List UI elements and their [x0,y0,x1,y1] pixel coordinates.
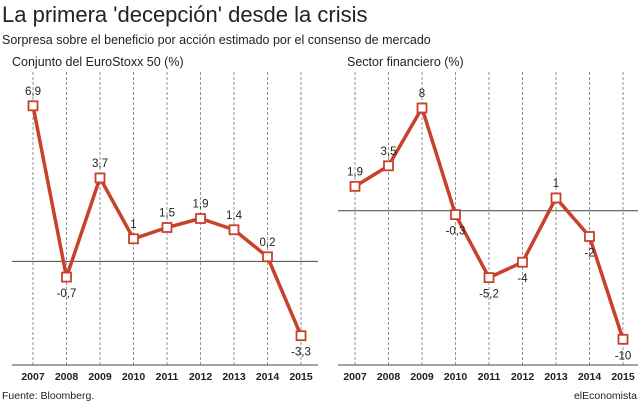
panel-title-financiero: Sector financiero (%) [347,55,464,69]
data-point-2010 [450,209,461,221]
data-point-2012 [195,213,206,224]
data-label-2010: -0,3 [446,226,466,238]
data-label-2010: 1 [130,219,136,231]
data-label-2015: -3,3 [291,347,311,359]
x-tick-2010: 2010 [122,371,146,383]
data-point-2012 [517,256,528,268]
data-label-2014: 0,2 [260,237,276,249]
x-tick-2014: 2014 [256,371,280,383]
data-label-2008: -0,7 [57,288,77,300]
data-label-2015: -10 [615,350,632,362]
data-point-2014 [584,231,595,242]
data-label-2009: 8 [419,88,425,100]
page-title: La primera 'decepción' desde la crisis [2,2,368,27]
data-point-2008 [383,160,394,172]
x-tick-2013: 2013 [222,371,246,383]
x-tick-2015: 2015 [289,371,313,383]
x-tick-2007: 2007 [21,371,45,383]
data-label-2014: -2 [584,247,594,259]
x-tick-2008: 2008 [377,371,401,383]
x-tick-2014: 2014 [578,371,602,383]
data-label-2007: 1,9 [347,166,363,178]
data-point-2010 [128,233,139,245]
data-point-2008 [61,271,72,283]
data-point-2007 [349,180,361,192]
page-subtitle: Sorpresa sobre el beneficio por acción e… [2,33,431,47]
data-point-2009 [416,102,428,114]
x-tick-2012: 2012 [189,371,213,383]
data-point-2011 [483,272,495,284]
data-point-2007 [27,100,39,112]
x-tick-2011: 2011 [156,371,179,383]
x-tick-2009: 2009 [410,371,434,383]
x-tick-2007: 2007 [343,371,367,383]
data-label-2007: 6,9 [25,86,41,98]
x-tick-2011: 2011 [478,371,501,383]
panel-title-eurostoxx: Conjunto del EuroStoxx 50 (%) [12,55,184,69]
x-tick-2008: 2008 [55,371,79,383]
data-label-2013: 1,4 [226,210,243,222]
data-point-2014 [262,251,273,263]
series-line [31,104,303,338]
source-note: Fuente: Bloomberg. [2,390,95,402]
data-point-2013 [550,192,562,204]
data-label-2009: 3,7 [92,158,108,170]
x-tick-2009: 2009 [88,371,112,383]
data-label-2011: -5,2 [479,289,499,301]
data-point-2015 [295,330,307,342]
data-point-2015 [617,333,629,345]
data-point-2009 [94,172,106,184]
x-tick-2012: 2012 [511,371,535,383]
x-tick-2013: 2013 [544,371,568,383]
x-tick-2015: 2015 [611,371,635,383]
data-point-2011 [161,222,173,233]
x-tick-2010: 2010 [444,371,468,383]
data-label-2011: 1,5 [159,208,175,220]
data-label-2013: 1 [553,178,559,190]
data-label-2012: 1,9 [193,199,209,211]
data-point-2013 [228,224,240,236]
data-label-2008: 3,5 [381,146,397,158]
brand-logo-text: elEconomista [573,390,637,402]
data-label-2012: -4 [517,273,528,285]
